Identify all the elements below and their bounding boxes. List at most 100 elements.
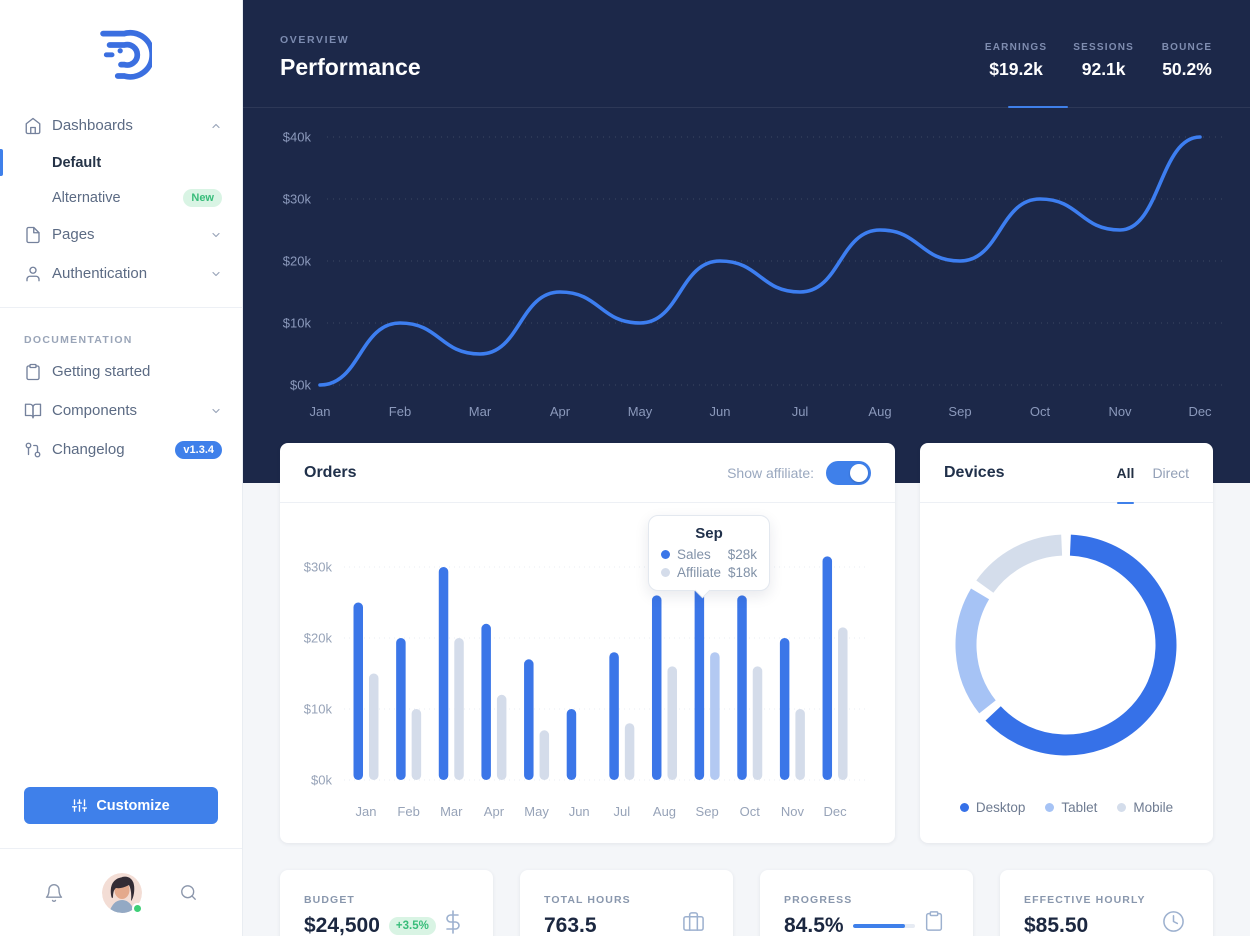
stat-value: $19.2k xyxy=(989,59,1043,79)
sales-dot-icon xyxy=(661,550,670,559)
svg-text:Aug: Aug xyxy=(653,804,676,819)
svg-text:Oct: Oct xyxy=(740,804,761,819)
book-open-icon xyxy=(24,402,42,420)
kpi-value: $24,500 xyxy=(304,914,380,936)
svg-text:Nov: Nov xyxy=(1108,404,1132,419)
active-stat-underline xyxy=(1008,106,1068,108)
stat-bounce[interactable]: BOUNCE 50.2% xyxy=(1160,42,1214,107)
overview-eyebrow: OVERVIEW xyxy=(280,34,350,46)
legend-label: Mobile xyxy=(1133,800,1174,815)
content-area: Orders Show affiliate: $0k $10k $20k $30k Ja… xyxy=(280,443,1213,936)
svg-text:Mar: Mar xyxy=(440,804,463,819)
documentation-section-label: DOCUMENTATION xyxy=(24,334,133,346)
svg-text:Jun: Jun xyxy=(569,804,590,819)
svg-text:Apr: Apr xyxy=(484,804,505,819)
sidebar-item-label: Dashboards xyxy=(52,117,133,134)
tooltip-month: Sep xyxy=(695,525,723,542)
kpi-label: PROGRESS xyxy=(784,894,853,906)
svg-text:Aug: Aug xyxy=(868,404,891,419)
toggle-knob xyxy=(850,463,868,482)
devices-donut-chart[interactable] xyxy=(946,525,1186,765)
svg-text:$10k: $10k xyxy=(304,702,333,717)
kpi-label: EFFECTIVE HOURLY xyxy=(1024,894,1146,906)
sidebar-item-components[interactable]: Components xyxy=(0,391,242,430)
show-affiliate-toggle[interactable] xyxy=(826,460,871,485)
sidebar-item-label: Pages xyxy=(52,226,95,243)
kpi-budget: BUDGET $24,500 +3.5% xyxy=(280,870,493,936)
kpi-label: BUDGET xyxy=(304,894,355,906)
file-icon xyxy=(24,226,42,244)
svg-text:$0k: $0k xyxy=(290,378,311,393)
sidebar-item-alternative[interactable]: Alternative New xyxy=(0,180,242,215)
svg-text:Apr: Apr xyxy=(550,404,571,419)
stat-label: EARNINGS xyxy=(984,42,1048,53)
devices-legend: Desktop Tablet Mobile xyxy=(920,800,1213,815)
sidebar-item-authentication[interactable]: Authentication xyxy=(0,254,242,293)
user-avatar[interactable] xyxy=(101,872,143,914)
svg-text:Oct: Oct xyxy=(1030,404,1051,419)
sidebar-item-getting-started[interactable]: Getting started xyxy=(0,352,242,391)
svg-text:Jun: Jun xyxy=(710,404,731,419)
legend-item-mobile: Mobile xyxy=(1117,800,1173,815)
kpi-total-hours: TOTAL HOURS 763.5 xyxy=(520,870,733,936)
sidebar-item-changelog[interactable]: Changelog v1.3.4 xyxy=(0,430,242,469)
legend-label: Tablet xyxy=(1061,800,1098,815)
svg-text:Jan: Jan xyxy=(310,404,331,419)
brand-d-swirl-icon xyxy=(100,30,152,80)
git-branch-icon xyxy=(24,441,42,459)
svg-text:Jul: Jul xyxy=(792,404,809,419)
tooltip-row-affiliate: Affiliate $18k xyxy=(661,565,757,580)
tooltip-series-label: Sales xyxy=(677,547,711,562)
stat-value: 92.1k xyxy=(1081,59,1126,79)
sidebar-item-label: Getting started xyxy=(52,363,151,380)
sidebar-item-label: Changelog xyxy=(52,441,125,458)
devices-card: Devices All Direct Desktop xyxy=(920,443,1213,843)
user-icon xyxy=(24,265,42,283)
app-logo[interactable] xyxy=(0,0,242,100)
hero-stats: EARNINGS $19.2k SESSIONS 92.1k BOUNCE 50… xyxy=(985,30,1214,107)
svg-text:May: May xyxy=(628,404,653,419)
tab-all[interactable]: All xyxy=(1116,443,1134,504)
tooltip-row-sales: Sales $28k xyxy=(661,547,757,562)
svg-text:Jan: Jan xyxy=(356,804,377,819)
kpi-value: 84.5% xyxy=(784,914,844,936)
devices-title: Devices xyxy=(944,463,1005,481)
svg-text:Dec: Dec xyxy=(823,804,847,819)
earnings-line-chart[interactable]: $0k $10k $20k $30k $40k Jan Feb Mar Apr May Jun Jul… xyxy=(243,110,1250,440)
sidebar-divider xyxy=(0,307,242,308)
chevron-up-icon xyxy=(210,120,222,132)
sidebar-item-dashboards[interactable]: Dashboards xyxy=(0,106,242,145)
desktop-dot-icon xyxy=(959,803,969,812)
kpi-value: 763.5 xyxy=(544,914,597,936)
search-icon[interactable] xyxy=(179,883,198,902)
sidebar: Dashboards Default Alternative New Pages xyxy=(0,0,243,936)
kpi-value: $85.50 xyxy=(1024,914,1089,936)
performance-hero: OVERVIEW Performance EARNINGS $19.2k SES… xyxy=(243,0,1250,483)
kpi-row: BUDGET $24,500 +3.5% TOTAL HOURS 763.5 xyxy=(280,870,1213,936)
tab-direct[interactable]: Direct xyxy=(1152,464,1189,481)
customize-button[interactable]: Customize xyxy=(24,787,218,824)
clipboard-icon xyxy=(24,363,42,381)
sidebar-item-pages[interactable]: Pages xyxy=(0,215,242,254)
clock-icon xyxy=(1162,910,1185,933)
sliders-icon xyxy=(72,798,88,813)
svg-text:$30k: $30k xyxy=(304,560,333,575)
sidebar-item-default[interactable]: Default xyxy=(0,145,242,180)
stat-earnings[interactable]: EARNINGS $19.2k xyxy=(985,42,1047,107)
bell-icon[interactable] xyxy=(44,883,64,903)
svg-text:Feb: Feb xyxy=(389,404,411,419)
svg-text:Sep: Sep xyxy=(948,404,971,419)
hero-header: OVERVIEW Performance EARNINGS $19.2k SES… xyxy=(243,0,1250,108)
legend-item-tablet: Tablet xyxy=(1045,800,1097,815)
svg-text:$10k: $10k xyxy=(283,316,312,331)
svg-text:Jul: Jul xyxy=(614,804,631,819)
progress-bar-fill xyxy=(852,924,905,928)
orders-card-header: Orders Show affiliate: xyxy=(280,443,895,503)
svg-text:$20k: $20k xyxy=(304,631,333,646)
stat-sessions[interactable]: SESSIONS 92.1k xyxy=(1073,42,1134,107)
orders-bar-chart[interactable]: $0k $10k $20k $30k Jan Feb Mar Apr May Jun Jul Aug S… xyxy=(280,503,895,843)
chevron-down-icon xyxy=(210,229,222,241)
chevron-down-icon xyxy=(210,405,222,417)
devices-card-header: Devices All Direct xyxy=(920,443,1213,504)
